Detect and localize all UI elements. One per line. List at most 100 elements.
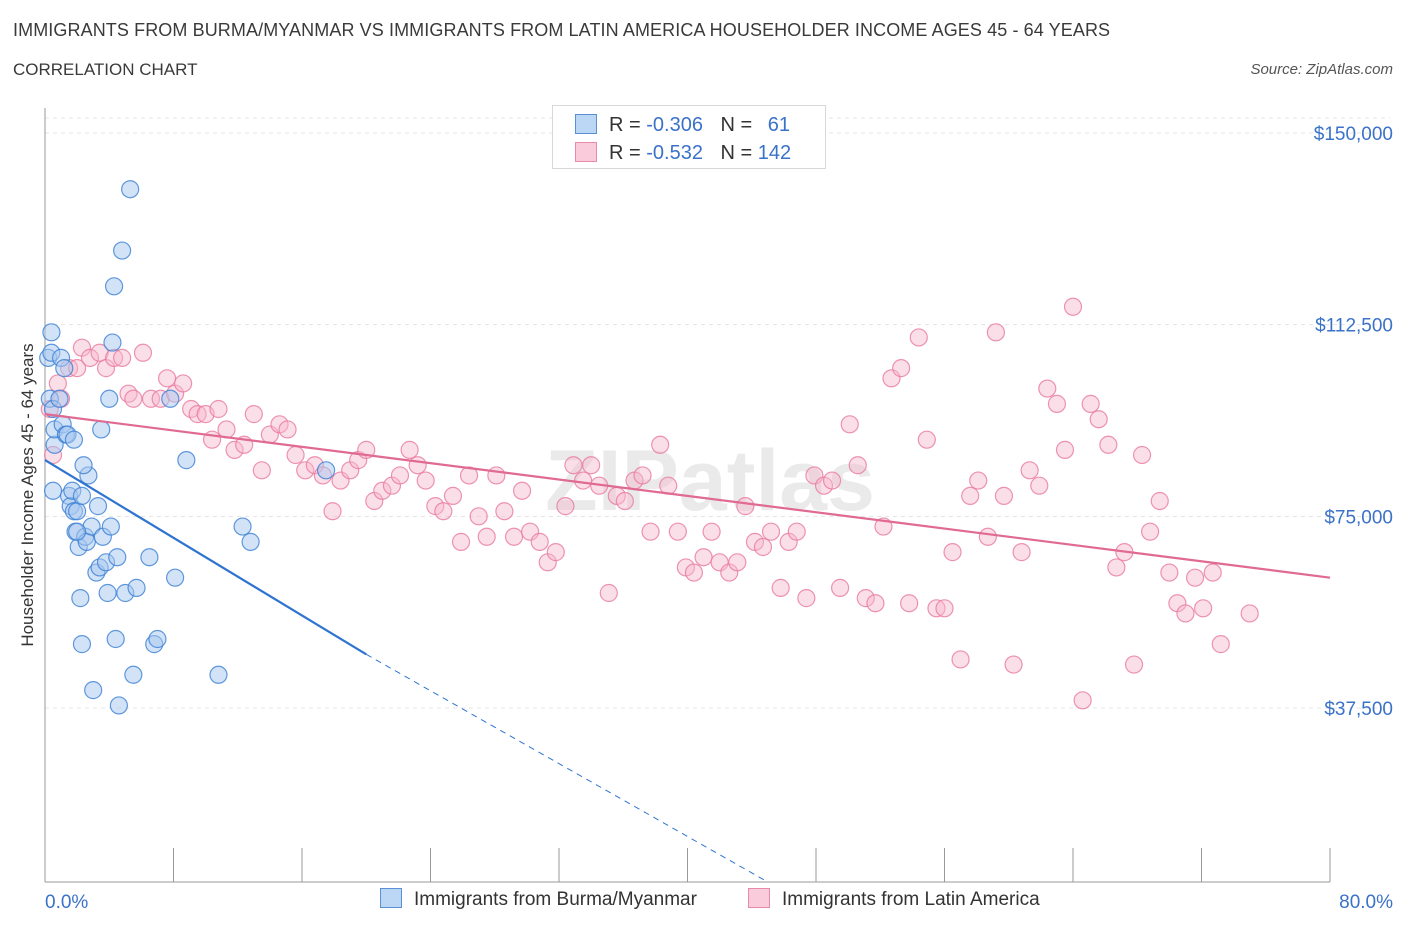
data-point-latin-america	[994, 486, 1014, 505]
x-tick-label: 0.0%	[45, 892, 88, 913]
data-point-latin-america	[408, 456, 427, 475]
data-point-latin-america	[771, 578, 790, 597]
legend-swatch-blue	[575, 114, 597, 134]
legend-swatch-pink	[575, 142, 597, 162]
y-tick-label: $112,500	[1315, 316, 1393, 337]
data-point-burma-myanmar	[72, 635, 92, 654]
stats-legend: R = -0.306 N = 61 R = -0.532 N = 142	[552, 105, 826, 169]
data-point-latin-america	[451, 532, 471, 551]
y-axis-label: Householder Income Ages 45 - 64 years	[18, 343, 37, 646]
data-point-burma-myanmar	[124, 665, 143, 684]
data-point-latin-america	[1150, 491, 1169, 511]
data-point-latin-america	[900, 594, 919, 613]
data-point-burma-myanmar	[104, 277, 124, 296]
data-point-latin-america	[599, 583, 618, 603]
data-point-latin-america	[48, 374, 67, 393]
data-point-burma-myanmar	[98, 583, 117, 603]
data-point-latin-america	[1030, 476, 1049, 495]
data-point-burma-myanmar	[233, 517, 252, 536]
data-point-latin-america	[174, 374, 193, 393]
data-point-latin-america	[866, 594, 885, 613]
data-point-latin-america	[736, 497, 755, 516]
data-point-latin-america	[112, 348, 132, 367]
data-point-latin-america	[728, 553, 747, 572]
data-point-latin-america	[1194, 599, 1213, 618]
data-point-latin-america	[892, 359, 911, 378]
data-point-latin-america	[1047, 394, 1067, 413]
data-point-latin-america	[1211, 635, 1230, 654]
data-point-latin-america	[787, 522, 806, 541]
data-point-burma-myanmar	[88, 497, 108, 516]
legend-item-burma: Immigrants from Burma/Myanmar	[380, 888, 697, 911]
data-point-latin-america	[80, 348, 100, 367]
data-point-burma-myanmar	[68, 522, 87, 541]
data-point-latin-america	[252, 461, 271, 480]
data-point-burma-myanmar	[68, 502, 87, 521]
data-point-latin-america	[1089, 410, 1108, 429]
chart-subtitle: CORRELATION CHART	[13, 60, 198, 79]
data-point-latin-america	[530, 532, 549, 551]
data-point-latin-america	[296, 461, 315, 480]
legend-n-value: 61	[767, 114, 791, 136]
data-point-burma-myanmar	[316, 461, 336, 480]
data-point-latin-america	[546, 543, 565, 562]
data-point-burma-myanmar	[72, 486, 92, 505]
legend-r-value: -0.532	[646, 142, 703, 164]
data-point-latin-america	[848, 456, 867, 475]
y-tick-label: $37,500	[1324, 699, 1393, 720]
data-point-latin-america	[1124, 655, 1144, 674]
data-point-latin-america	[1176, 604, 1195, 623]
data-point-latin-america	[286, 445, 305, 465]
data-point-latin-america	[459, 466, 479, 485]
data-point-latin-america	[564, 456, 583, 475]
data-point-latin-america	[1073, 691, 1092, 710]
series-legend: Immigrants from Burma/Myanmar Immigrants…	[0, 888, 1406, 918]
data-point-burma-myanmar	[50, 389, 69, 408]
data-point-latin-america	[1107, 558, 1126, 577]
data-point-burma-myanmar	[101, 517, 120, 536]
x-tick-labels: 0.0% 80.0%	[45, 892, 1393, 913]
data-point-latin-america	[1203, 563, 1222, 582]
y-tick-labels: $150,000 $112,500 $75,000 $37,500	[1314, 124, 1393, 720]
chart-title: IMMIGRANTS FROM BURMA/MYANMAR VS IMMIGRA…	[13, 20, 1111, 40]
data-point-latin-america	[651, 435, 670, 454]
series-burma-myanmar	[39, 180, 336, 715]
data-point-latin-america	[1063, 297, 1083, 316]
data-point-burma-myanmar	[109, 696, 128, 715]
legend-item-latin: Immigrants from Latin America	[748, 888, 1040, 911]
data-point-latin-america	[1140, 522, 1160, 541]
legend-r-label: R =	[609, 142, 641, 164]
data-point-latin-america	[961, 486, 980, 505]
data-point-burma-myanmar	[84, 681, 103, 700]
data-point-latin-america	[1012, 543, 1031, 562]
data-point-latin-america	[90, 343, 109, 362]
data-point-latin-america	[1160, 563, 1179, 582]
data-point-latin-america	[141, 389, 161, 408]
data-point-latin-america	[969, 471, 988, 490]
data-point-latin-america	[1004, 655, 1023, 674]
data-point-burma-myanmar	[241, 532, 260, 551]
data-point-burma-myanmar	[64, 430, 84, 449]
data-point-burma-myanmar	[43, 481, 63, 500]
legend-n-value: 142	[757, 142, 792, 164]
data-point-latin-america	[1132, 445, 1152, 465]
data-point-burma-myanmar	[112, 241, 132, 260]
data-point-latin-america	[373, 481, 392, 500]
data-point-latin-america	[278, 420, 297, 439]
data-point-latin-america	[573, 471, 593, 490]
data-point-latin-america	[797, 589, 816, 608]
data-point-latin-america	[1038, 379, 1057, 398]
series-latin-america	[40, 297, 1259, 710]
data-point-latin-america	[416, 471, 435, 490]
data-point-latin-america	[840, 415, 859, 434]
legend-swatch-pink	[748, 888, 770, 908]
legend-r-value: -0.306	[646, 114, 703, 136]
data-point-burma-myanmar	[209, 665, 228, 684]
data-point-latin-america	[504, 527, 524, 546]
data-point-burma-myanmar	[108, 548, 127, 567]
data-point-latin-america	[702, 522, 721, 541]
data-point-burma-myanmar	[74, 456, 93, 475]
data-point-latin-america	[986, 323, 1006, 342]
legend-n-label: N =	[720, 142, 753, 164]
